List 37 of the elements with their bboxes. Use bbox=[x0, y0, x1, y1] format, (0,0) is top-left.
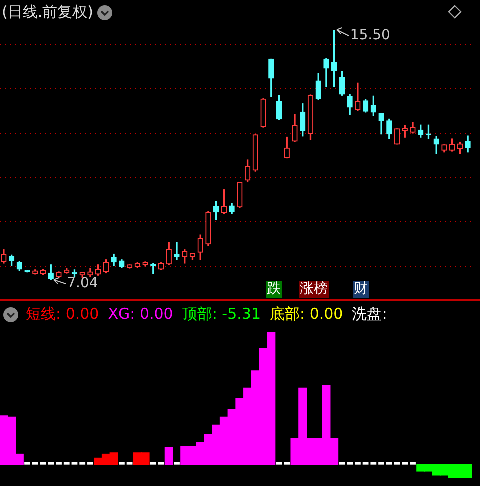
text: XG: 0.00 bbox=[108, 305, 174, 323]
bar bbox=[276, 462, 282, 465]
bar bbox=[386, 462, 392, 465]
candlestick bbox=[174, 242, 180, 260]
text: 财 bbox=[353, 281, 369, 298]
text: 涨榜 bbox=[299, 281, 329, 298]
bar bbox=[40, 462, 46, 465]
bar bbox=[284, 462, 290, 465]
bar bbox=[56, 462, 62, 465]
bar bbox=[410, 462, 416, 465]
bar bbox=[48, 462, 54, 465]
bar bbox=[402, 462, 408, 465]
bar bbox=[394, 462, 400, 465]
bar bbox=[64, 462, 70, 465]
bar bbox=[126, 462, 133, 465]
bar bbox=[158, 462, 164, 465]
bar bbox=[32, 462, 38, 465]
text: 跌 bbox=[266, 281, 282, 298]
chart-title: (日线.前复权) bbox=[2, 3, 94, 22]
annotation: 15.50 bbox=[350, 28, 390, 44]
bar bbox=[88, 462, 94, 465]
bar bbox=[164, 447, 174, 466]
bar bbox=[378, 462, 384, 465]
legend-label: 底部: 0.00 bbox=[270, 305, 344, 323]
bar bbox=[174, 462, 180, 465]
text: 短线: 0.00 bbox=[26, 305, 100, 323]
bar bbox=[150, 462, 156, 465]
bar bbox=[24, 462, 30, 465]
bar bbox=[347, 462, 354, 465]
text: 顶部: -5.31 bbox=[182, 305, 261, 323]
bar bbox=[339, 462, 346, 465]
bar bbox=[72, 462, 78, 465]
bar bbox=[354, 462, 361, 465]
bar bbox=[118, 462, 125, 465]
bar bbox=[80, 462, 86, 465]
text: 洗盘: bbox=[352, 305, 388, 323]
annotation: 7.04 bbox=[67, 276, 98, 292]
